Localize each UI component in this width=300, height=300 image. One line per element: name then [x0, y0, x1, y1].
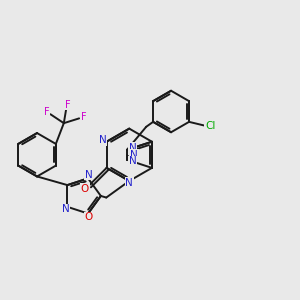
Text: N: N [62, 204, 70, 214]
Text: N: N [129, 143, 136, 153]
Text: N: N [130, 150, 138, 160]
Text: O: O [80, 184, 89, 194]
Text: N: N [129, 156, 136, 167]
Text: N: N [99, 135, 106, 145]
Text: N: N [85, 169, 93, 179]
Text: Cl: Cl [205, 121, 215, 131]
Text: F: F [44, 107, 50, 117]
Text: O: O [85, 212, 93, 222]
Text: N: N [125, 178, 133, 188]
Text: F: F [81, 112, 86, 122]
Text: F: F [64, 100, 70, 110]
